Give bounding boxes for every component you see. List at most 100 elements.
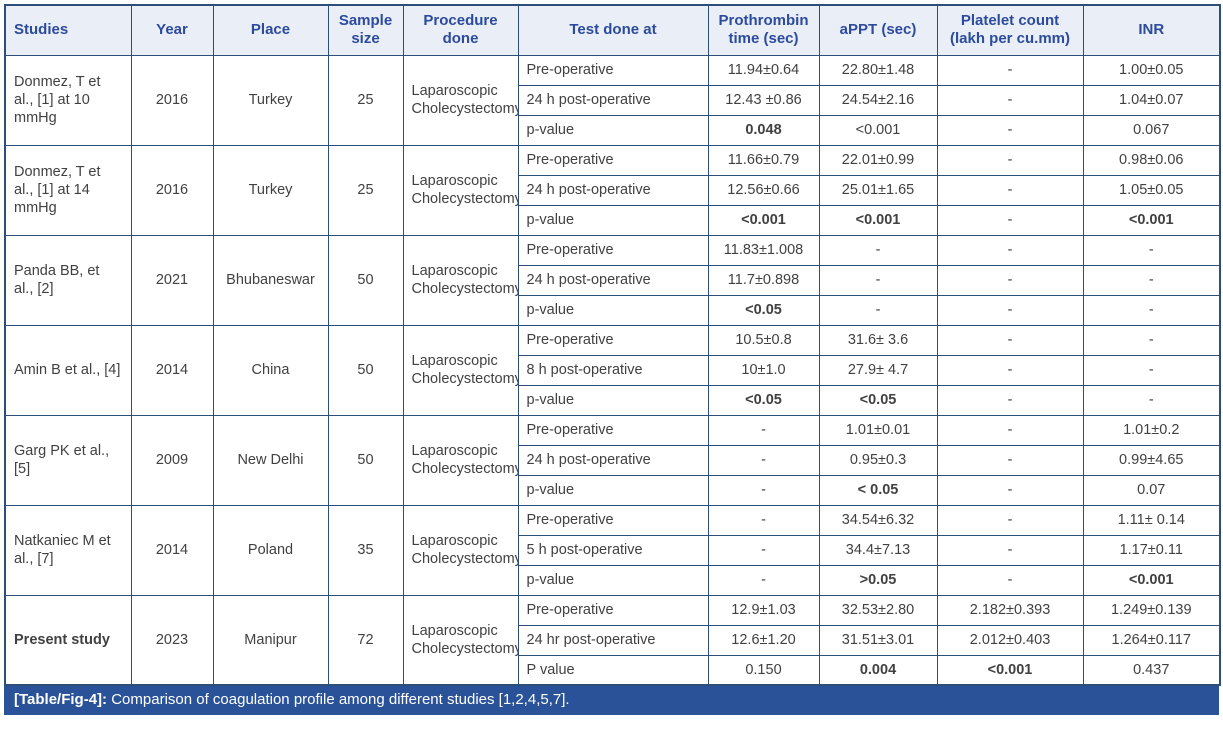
prothrombin-time-cell: 11.83±1.008	[707, 234, 820, 266]
inr-cell: 1.11± 0.14	[1082, 504, 1221, 536]
column-header-inr: INR	[1082, 4, 1221, 56]
column-header-appt-sec: aPPT (sec)	[818, 4, 938, 56]
appt-cell: 22.01±0.99	[818, 144, 938, 176]
table-row: Natkaniec M et al., [7] 2014 Poland 35 Lapar…	[4, 504, 1221, 596]
prothrombin-time-cell: 10.5±0.8	[707, 324, 820, 356]
inr-cell: 1.04±0.07	[1082, 84, 1221, 116]
table-row: 24 h post-operative -0.95±0.3-0.99±4.65	[5, 444, 1221, 476]
table-row: Amin B et al., [4] 2014 China 50 Laparoscopi…	[4, 324, 1221, 416]
appt-cell: 32.53±2.80	[818, 594, 938, 626]
sample-size-cell: 25	[327, 144, 404, 236]
year-cell: 2014	[130, 324, 214, 416]
prothrombin-time-cell: 0.048	[707, 114, 820, 146]
appt-cell: 0.95±0.3	[818, 444, 938, 476]
appt-cell: 34.4±7.13	[818, 534, 938, 566]
study-cell: Panda BB, et al., [2]	[4, 234, 132, 326]
prothrombin-time-cell: -	[707, 564, 820, 596]
appt-cell: 31.6± 3.6	[818, 324, 938, 356]
prothrombin-time-cell: 12.9±1.03	[707, 594, 820, 626]
table-body: Donmez, T et al., [1] at 10 mmHg 2016 Turk…	[4, 54, 1221, 686]
appt-cell: 0.004	[818, 654, 938, 686]
appt-cell: 25.01±1.65	[818, 174, 938, 206]
platelet-count-cell: -	[936, 444, 1084, 476]
prothrombin-time-cell: 12.6±1.20	[707, 624, 820, 656]
column-header-sample-size: Sample size	[327, 4, 404, 56]
table-row: p-value <0.05- - -	[5, 294, 1221, 326]
prothrombin-time-cell: 10±1.0	[707, 354, 820, 386]
prothrombin-time-cell: 11.7±0.898	[707, 264, 820, 296]
appt-cell: 24.54±2.16	[818, 84, 938, 116]
inr-cell: 0.99±4.65	[1082, 444, 1221, 476]
table-row: P value 0.150 0.004 <0.001 0.437	[5, 654, 1221, 686]
inr-cell: 1.249±0.139	[1082, 594, 1221, 626]
year-cell: 2016	[130, 54, 214, 146]
place-cell: Bhubaneswar	[212, 234, 329, 326]
appt-cell: 34.54±6.32	[818, 504, 938, 536]
appt-cell: <0.05	[818, 384, 938, 416]
inr-cell: 1.17±0.11	[1082, 534, 1221, 566]
test-done-at-cell: p-value	[517, 384, 709, 416]
test-done-at-cell: 24 h post-operative	[517, 174, 709, 206]
appt-cell: 31.51±3.01	[818, 624, 938, 656]
year-cell: 2009	[130, 414, 214, 506]
test-done-at-cell: p-value	[517, 294, 709, 326]
study-cell: Donmez, T et al., [1] at 10 mmHg	[4, 54, 132, 146]
inr-cell: 0.437	[1082, 654, 1221, 686]
test-done-at-cell: 24 hr post-operative	[517, 624, 709, 656]
table-header: Studies Year Place Sample size Procedure don…	[4, 4, 1221, 56]
inr-cell: -	[1082, 234, 1221, 266]
platelet-count-cell: 2.012±0.403	[936, 624, 1084, 656]
study-cell: Donmez, T et al., [1] at 14 mmHg	[4, 144, 132, 236]
table-row: p-value - >0.05- <0.001	[5, 564, 1221, 596]
test-done-at-cell: 24 h post-operative	[517, 264, 709, 296]
prothrombin-time-cell: -	[707, 444, 820, 476]
inr-cell: 1.264±0.117	[1082, 624, 1221, 656]
platelet-count-cell: -	[936, 174, 1084, 206]
prothrombin-time-cell: 11.66±0.79	[707, 144, 820, 176]
table-row: 24 h post-operative 12.43 ±0.86 24.54±2.16…	[5, 84, 1221, 116]
test-done-at-cell: p-value	[517, 474, 709, 506]
year-cell: 2023	[130, 594, 214, 686]
appt-cell: 22.80±1.48	[818, 54, 938, 86]
inr-cell: -	[1082, 294, 1221, 326]
procedure-cell: Laparoscopic Cholecystectomy	[402, 144, 519, 236]
prothrombin-time-cell: 12.56±0.66	[707, 174, 820, 206]
column-header-platelet-count-lakh-per-cu-mm: Platelet count (lakh per cu.mm)	[936, 4, 1084, 56]
test-done-at-cell: p-value	[517, 204, 709, 236]
inr-cell: -	[1082, 324, 1221, 356]
prothrombin-time-cell: 12.43 ±0.86	[707, 84, 820, 116]
platelet-count-cell: -	[936, 504, 1084, 536]
table-row: p-value 0.048 <0.001-0.067	[5, 114, 1221, 146]
table-caption-text: Comparison of coagulation profile among …	[107, 691, 570, 708]
platelet-count-cell: -	[936, 324, 1084, 356]
column-header-procedure-done: Procedure done	[402, 4, 519, 56]
appt-cell: >0.05	[818, 564, 938, 596]
platelet-count-cell: -	[936, 54, 1084, 86]
platelet-count-cell: -	[936, 144, 1084, 176]
appt-cell: <0.001	[818, 204, 938, 236]
test-done-at-cell: p-value	[517, 564, 709, 596]
study-cell: Natkaniec M et al., [7]	[4, 504, 132, 596]
appt-cell: -	[818, 264, 938, 296]
sample-size-cell: 50	[327, 324, 404, 416]
test-done-at-cell: 24 h post-operative	[517, 84, 709, 116]
sample-size-cell: 50	[327, 414, 404, 506]
platelet-count-cell: -	[936, 414, 1084, 446]
sample-size-cell: 35	[327, 504, 404, 596]
table-row: p-value - < 0.05-0.07	[5, 474, 1221, 506]
test-done-at-cell: 24 h post-operative	[517, 444, 709, 476]
study-cell: Present study	[4, 594, 132, 686]
place-cell: Turkey	[212, 144, 329, 236]
column-header-place: Place	[212, 4, 329, 56]
year-cell: 2021	[130, 234, 214, 326]
appt-cell: < 0.05	[818, 474, 938, 506]
study-cell: Garg PK et al., [5]	[4, 414, 132, 506]
appt-cell: 27.9± 4.7	[818, 354, 938, 386]
year-cell: 2016	[130, 144, 214, 236]
platelet-count-cell: -	[936, 204, 1084, 236]
inr-cell: 0.067	[1082, 114, 1221, 146]
inr-cell: <0.001	[1082, 204, 1221, 236]
place-cell: New Delhi	[212, 414, 329, 506]
test-done-at-cell: Pre-operative	[517, 414, 709, 446]
column-header-year: Year	[130, 4, 214, 56]
